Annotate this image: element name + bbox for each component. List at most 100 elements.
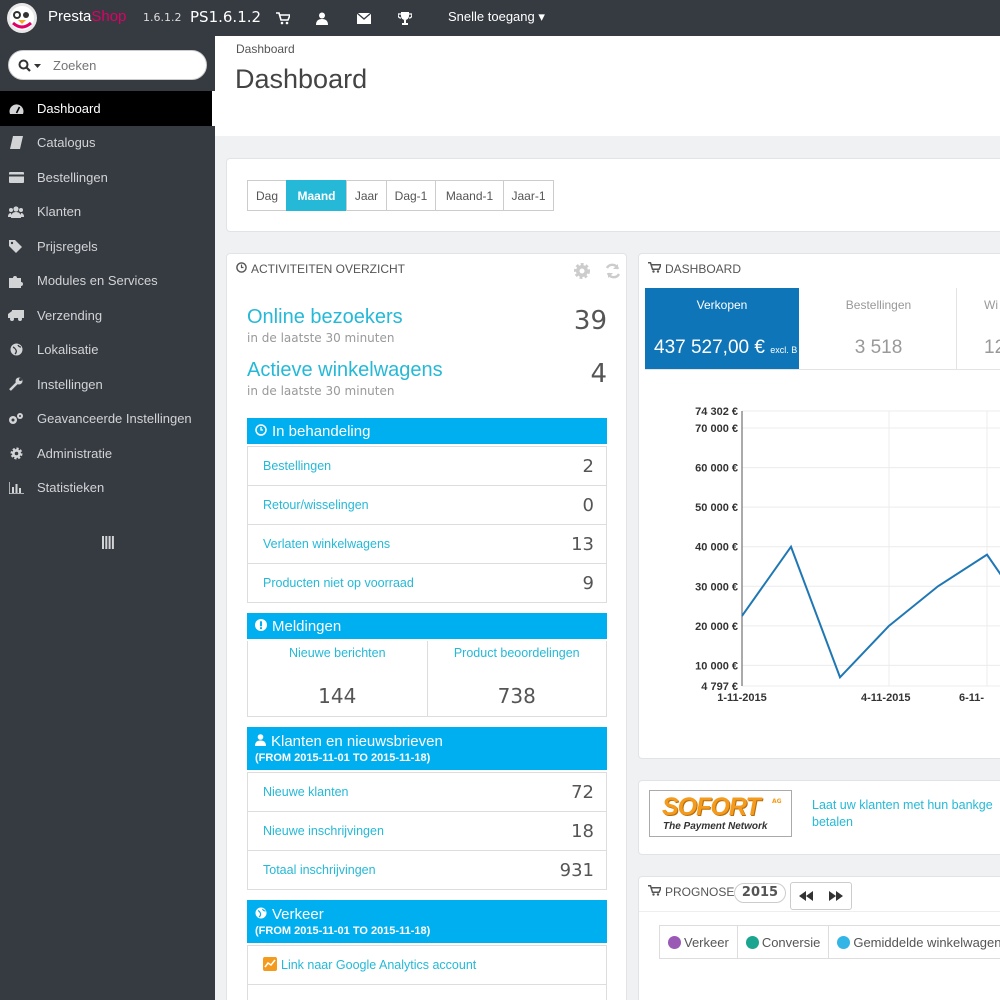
sidebar-item-dashboard[interactable]: Dashboard (0, 91, 215, 126)
breadcrumb[interactable]: Dashboard (236, 42, 295, 56)
period-month-button[interactable]: Maand (286, 180, 347, 211)
table-row[interactable]: Nieuwe klanten 72 (248, 772, 606, 811)
quick-access-dropdown[interactable]: Snelle toegang ▾ (448, 9, 545, 25)
total-subscriptions-label[interactable]: Totaal inschrijvingen (263, 863, 376, 877)
collapse-sidebar-icon[interactable] (102, 534, 114, 553)
sidebar-item-label: Administratie (37, 445, 113, 461)
table-row[interactable]: Link naar Google Analytics account (248, 945, 606, 984)
period-day-button[interactable]: Dag (247, 180, 287, 211)
x-tick-label: 1-11-2015 (717, 692, 767, 704)
sidebar-item-label: Geavanceerde Instellingen (37, 411, 192, 427)
google-analytics-link[interactable]: Link naar Google Analytics account (281, 958, 477, 972)
table-row[interactable]: Verlaten winkelwagens 13 (248, 524, 606, 563)
sidebar-item-instellingen[interactable]: Instellingen (0, 367, 215, 402)
table-row[interactable]: Bestellingen 2 (248, 446, 606, 485)
legend-item-average-cart[interactable]: Gemiddelde winkelwagen (829, 926, 1000, 958)
forecast-year[interactable]: 2015 (734, 883, 786, 903)
active-carts-row: Actieve winkelwagens in de laatste 30 mi… (247, 359, 609, 398)
new-messages-cell[interactable]: Nieuwe berichten 144 (248, 641, 427, 716)
sidebar-item-geavanceerde-instellingen[interactable]: Geavanceerde Instellingen (0, 402, 215, 437)
sofort-logo[interactable]: SOFORT AG The Payment Network (649, 790, 792, 837)
sidebar-item-prijsregels[interactable]: Prijsregels (0, 229, 215, 264)
refresh-icon[interactable] (604, 262, 622, 284)
kpi-orders-value: 3 518 (854, 337, 903, 358)
y-tick-label: 74 302 € (695, 406, 738, 418)
table-row: 7400 (248, 984, 606, 1000)
period-month-1-button[interactable]: Maand-1 (435, 180, 504, 211)
sofort-text[interactable]: Laat uw klanten met hun bankge betalen (812, 797, 1000, 831)
kpi-sales-suffix: excl. B (770, 345, 798, 355)
search-box (8, 50, 207, 80)
sofort-text-line1: Laat uw klanten met hun bankge (812, 798, 993, 812)
book-icon (8, 135, 24, 151)
table-row[interactable]: Retour/wisselingen 0 (248, 485, 606, 524)
kpi-sales-tab[interactable]: Verkopen 437 527,00 € excl. B (645, 288, 799, 369)
sidebar-item-label: Lokalisatie (37, 342, 99, 358)
new-messages-label[interactable]: Nieuwe berichten (288, 646, 386, 660)
new-subscriptions-value: 18 (571, 820, 594, 842)
new-subscriptions-label[interactable]: Nieuwe inschrijvingen (263, 824, 384, 838)
gear-icon (8, 445, 24, 461)
product-reviews-label[interactable]: Product beoordelingen (453, 646, 580, 660)
y-tick-label: 40 000 € (695, 542, 738, 554)
traffic-section-header: Verkeer (FROM 2015-11-01 TO 2015-11-18) (247, 900, 607, 943)
credit-card-icon (8, 169, 24, 185)
search-icon[interactable] (18, 58, 42, 77)
pending-abandoned-label[interactable]: Verlaten winkelwagens (263, 537, 391, 551)
cart-icon[interactable] (274, 9, 292, 27)
pending-returns-label[interactable]: Retour/wisselingen (263, 498, 369, 512)
active-carts-sub: in de laatste 30 minuten (247, 384, 395, 398)
prestashop-logo[interactable] (4, 1, 40, 35)
pending-out-of-stock-label[interactable]: Producten niet op voorraad (263, 576, 414, 590)
product-reviews-cell[interactable]: Product beoordelingen 738 (426, 641, 607, 716)
sidebar-item-label: Bestellingen (37, 169, 108, 185)
pending-title: In behandeling (272, 422, 371, 440)
version-small: 1.6.1.2 (143, 11, 182, 24)
table-row[interactable]: Nieuwe inschrijvingen 18 (248, 811, 606, 850)
legend-dot (745, 935, 759, 949)
forward-icon[interactable] (821, 883, 851, 909)
kpi-orders-tab[interactable]: Bestellingen 3 518 (801, 288, 957, 369)
sidebar-item-verzending[interactable]: Verzending (0, 298, 215, 333)
period-day-1-button[interactable]: Dag-1 (386, 180, 436, 211)
user-icon[interactable] (313, 9, 331, 27)
backward-icon[interactable] (791, 883, 821, 909)
globe-icon (8, 342, 24, 358)
period-year-1-button[interactable]: Jaar-1 (503, 180, 554, 211)
table-row[interactable]: Totaal inschrijvingen 931 (248, 850, 606, 889)
sidebar-item-modules[interactable]: Modules en Services (0, 264, 215, 299)
clock-icon (236, 262, 247, 276)
kpi-third-tab[interactable]: Wi 124 (958, 288, 1000, 369)
sidebar-item-klanten[interactable]: Klanten (0, 195, 215, 230)
active-carts-label[interactable]: Actieve winkelwagens (247, 359, 443, 381)
new-customers-label[interactable]: Nieuwe klanten (263, 785, 349, 799)
y-tick-label: 50 000 € (695, 502, 738, 514)
sidebar-item-label: Prijsregels (37, 238, 98, 254)
sidebar-item-lokalisatie[interactable]: Lokalisatie (0, 333, 215, 368)
sidebar-item-administratie[interactable]: Administratie (0, 436, 215, 471)
gear-icon[interactable] (573, 262, 591, 284)
notifications-grid: Nieuwe berichten 144 Product beoordeling… (247, 641, 607, 717)
traffic-title: Verkeer (272, 906, 324, 923)
legend-item-traffic[interactable]: Verkeer (660, 926, 738, 958)
online-visitors-sub: in de laatste 30 minuten (247, 331, 395, 345)
analytics-icon (263, 956, 277, 975)
legend-item-conversion[interactable]: Conversie (738, 926, 830, 958)
customers-range: (FROM 2015-11-01 TO 2015-11-18) (255, 752, 431, 764)
sidebar-item-statistieken[interactable]: Statistieken (0, 471, 215, 506)
online-visitors-label[interactable]: Online bezoekers (247, 306, 403, 328)
sidebar-item-bestellingen[interactable]: Bestellingen (0, 160, 215, 195)
sidebar-item-label: Verzending (37, 307, 103, 323)
forecast-panel-heading: PROGNOSE (648, 885, 734, 899)
search-input[interactable] (53, 56, 193, 74)
table-row[interactable]: Producten niet op voorraad 9 (248, 563, 606, 602)
pending-orders-label[interactable]: Bestellingen (263, 459, 332, 473)
trophy-icon[interactable] (396, 9, 414, 27)
forecast-panel: PROGNOSE 2015 Verkeer Conversie Gemiddel… (638, 876, 1000, 1000)
envelope-icon[interactable] (355, 9, 373, 27)
y-tick-label: 70 000 € (695, 423, 738, 435)
sidebar-item-label: Dashboard (37, 100, 101, 116)
sidebar-item-catalogus[interactable]: Catalogus (0, 126, 215, 161)
period-year-button[interactable]: Jaar (346, 180, 387, 211)
y-tick-label: 20 000 € (695, 621, 738, 633)
